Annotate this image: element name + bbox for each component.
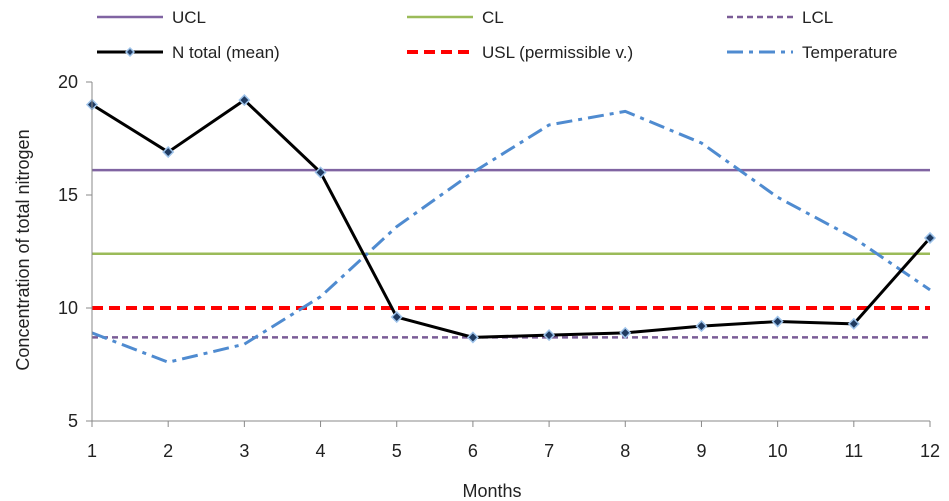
data-point-n-total-mean [390, 310, 403, 324]
data-point-n-total-mean [695, 320, 708, 333]
x-tick-label: 5 [392, 441, 402, 461]
legend-marker [124, 46, 136, 58]
x-tick-label: 10 [768, 441, 788, 461]
legend-label-n-total-mean: N total (mean) [172, 43, 280, 62]
data-point-n-total-mean [162, 145, 175, 159]
y-tick-label: 10 [58, 298, 78, 318]
data-point-n-total-mean [543, 329, 556, 342]
data-point-n-total-mean [314, 166, 327, 179]
y-axis-title: Concentration of total nitrogen [13, 129, 33, 370]
series-line-temperature [91, 109, 931, 364]
data-point-n-total-mean [923, 231, 937, 245]
legend-item-temperature: Temperature [727, 43, 897, 62]
x-tick-label: 11 [844, 441, 863, 461]
data-point-n-total-mean [466, 331, 479, 344]
legend-item-cl: CL [407, 8, 504, 27]
x-tick-label: 7 [544, 441, 554, 461]
y-tick-label: 20 [58, 72, 78, 92]
x-tick-label: 2 [163, 441, 173, 461]
legend-label-usl-permissible-v: USL (permissible v.) [482, 43, 633, 62]
legend-label-lcl: LCL [802, 8, 833, 27]
plot-area [85, 94, 937, 364]
legend-item-n-total-mean: N total (mean) [97, 43, 280, 62]
legend-label-cl: CL [482, 8, 504, 27]
x-tick-label: 6 [468, 441, 478, 461]
legend-item-lcl: LCL [727, 8, 833, 27]
data-point-n-total-mean [847, 317, 860, 330]
x-tick-label: 12 [920, 441, 940, 461]
y-tick-label: 15 [58, 185, 78, 205]
legend-label-temperature: Temperature [802, 43, 897, 62]
x-tick-label: 3 [239, 441, 249, 461]
data-point-n-total-mean [771, 315, 784, 328]
x-tick-label: 9 [696, 441, 706, 461]
x-tick-label: 8 [620, 441, 630, 461]
series-line-n-total-mean [91, 98, 932, 339]
x-axis-title: Months [462, 481, 521, 501]
legend-label-ucl: UCL [172, 8, 206, 27]
legend-item-ucl: UCL [97, 8, 206, 27]
legend-item-usl-permissible-v: USL (permissible v.) [407, 43, 633, 62]
x-tick-label: 1 [87, 441, 97, 461]
data-point-n-total-mean [238, 94, 251, 107]
legend: UCL CL LCL N total (mean) USL (permissible v… [97, 8, 897, 62]
data-point-n-total-mean [619, 326, 632, 339]
y-tick-label: 5 [68, 411, 78, 431]
x-tick-label: 4 [316, 441, 326, 461]
